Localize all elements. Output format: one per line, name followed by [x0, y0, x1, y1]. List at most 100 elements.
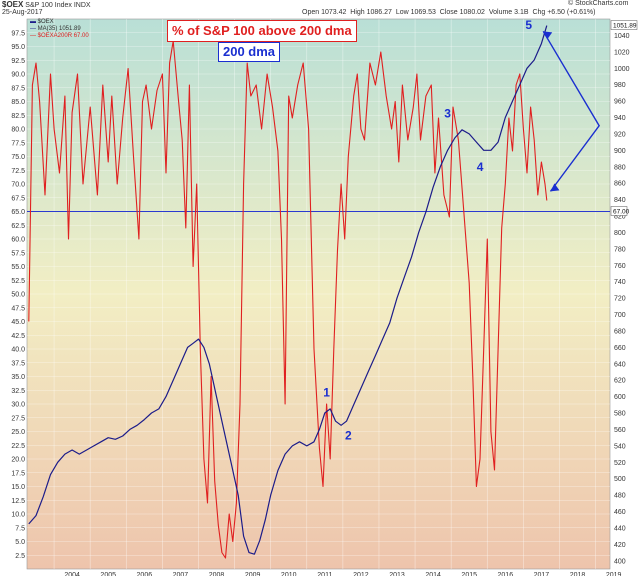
right-tick-label: 400 [614, 558, 626, 565]
ma-series-line [28, 25, 548, 555]
right-tick-label: 580 [614, 411, 626, 418]
wave-label-1: 1 [323, 386, 330, 400]
right-tick-label: 920 [614, 131, 626, 138]
left-tick-label: 5.0 [15, 539, 25, 546]
x-tick-label: 2005 [100, 572, 116, 576]
header-symbol: $OEX [2, 0, 24, 9]
right-tick-label: 460 [614, 509, 626, 516]
ma-value-tag [610, 20, 638, 30]
left-tick-label: 37.5 [11, 360, 25, 367]
left-tick-label: 2.5 [15, 553, 25, 560]
breadth-value-text: 67.00 [613, 209, 630, 216]
right-tick-label: 940 [614, 115, 626, 122]
right-tick-label: 700 [614, 312, 626, 319]
right-tick-label: 1000 [614, 66, 630, 73]
right-tick-label: 760 [614, 263, 626, 270]
left-tick-label: 75.0 [11, 154, 25, 161]
right-tick-label: 840 [614, 197, 626, 204]
x-tick-label: 2018 [570, 572, 586, 576]
wave-label-2: 2 [345, 428, 352, 442]
header-open: Open 1073.42 [302, 9, 347, 16]
left-tick-label: 7.5 [15, 525, 25, 532]
right-tick-label: 720 [614, 296, 626, 303]
left-tick-label: 67.5 [11, 195, 25, 202]
right-tick-label: 1040 [614, 33, 630, 40]
header-low: Low 1069.53 [395, 9, 436, 16]
header-index-name: S&P 100 Index [25, 2, 72, 9]
right-tick-label: 800 [614, 230, 626, 237]
right-tick-label: 960 [614, 99, 626, 106]
grid [27, 19, 610, 569]
left-tick-label: 82.5 [11, 113, 25, 120]
x-tick-label: 2007 [173, 572, 189, 576]
legend-item-oex: ▬ $OEX [30, 19, 54, 25]
header-high: High 1086.27 [350, 9, 392, 16]
header-volume: Volume 3.1B [488, 9, 529, 16]
legend: ▬ $OEX — MA(35) 1051.89 — $OEXA200R 67.0… [30, 19, 89, 40]
x-tick-label: 2008 [209, 572, 225, 576]
left-tick-label: 70.0 [11, 182, 25, 189]
right-tick-label: 420 [614, 542, 626, 549]
wave-label-3: 3 [444, 107, 451, 121]
x-tick-label: 2016 [498, 572, 514, 576]
x-tick-label: 2006 [137, 572, 153, 576]
left-tick-label: 92.5 [11, 58, 25, 65]
right-tick-label: 740 [614, 279, 626, 286]
x-tick-label: 2019 [606, 572, 622, 576]
right-tick-label: 1020 [614, 49, 630, 56]
right-tick-label: 560 [614, 427, 626, 434]
left-tick-label: 30.0 [11, 402, 25, 409]
left-tick-label: 95.0 [11, 44, 25, 51]
left-tick-label: 42.5 [11, 333, 25, 340]
right-tick-label: 820 [614, 214, 626, 221]
left-tick-label: 87.5 [11, 85, 25, 92]
x-tick-label: 2009 [245, 572, 261, 576]
left-tick-label: 62.5 [11, 223, 25, 230]
left-tick-label: 90.0 [11, 72, 25, 79]
watermark: © StockCharts.com [568, 0, 629, 7]
series-layer [27, 25, 610, 559]
header-date: 25-Aug-2017 [2, 9, 43, 16]
legend-item-ma: — MA(35) 1051.89 [30, 26, 81, 32]
right-tick-label: 600 [614, 394, 626, 401]
breadth-series-line [28, 40, 548, 559]
right-tick-label: 540 [614, 443, 626, 450]
arrowhead-bottom [550, 183, 560, 192]
right-tick-label: 780 [614, 246, 626, 253]
left-tick-label: 22.5 [11, 443, 25, 450]
arrowhead-top [543, 31, 553, 40]
ma-value-text: 1051.89 [613, 23, 637, 30]
left-tick-label: 40.0 [11, 347, 25, 354]
left-tick-label: 27.5 [11, 415, 25, 422]
header-close: Close 1080.02 [439, 9, 485, 16]
left-tick-label: 65.0 [11, 209, 25, 216]
header-ohlc: Open 1073.42 High 1086.27 Low 1069.53 Cl… [302, 9, 595, 16]
x-tick-label: 2010 [281, 572, 297, 576]
left-tick-label: 10.0 [11, 512, 25, 519]
right-tick-label: 860 [614, 181, 626, 188]
left-tick-label: 32.5 [11, 388, 25, 395]
right-tick-label: 660 [614, 345, 626, 352]
left-tick-label: 72.5 [11, 168, 25, 175]
projection-arrow [542, 30, 601, 192]
left-tick-label: 50.0 [11, 292, 25, 299]
x-tick-label: 2017 [534, 572, 550, 576]
header-exchange: INDX [73, 2, 91, 9]
x-tick-label: 2013 [389, 572, 405, 576]
right-tick-label: 880 [614, 164, 626, 171]
left-tick-label: 77.5 [11, 140, 25, 147]
left-tick-label: 85.0 [11, 99, 25, 106]
right-tick-label: 620 [614, 378, 626, 385]
header-change: Chg +6.50 (+0.61%) [532, 9, 596, 16]
right-tick-label: 520 [614, 460, 626, 467]
left-tick-label: 97.5 [11, 30, 25, 37]
left-tick-label: 55.0 [11, 264, 25, 271]
left-tick-label: 17.5 [11, 470, 25, 477]
left-tick-label: 15.0 [11, 484, 25, 491]
x-tick-label: 2015 [461, 572, 477, 576]
x-tick-label: 2004 [64, 572, 80, 576]
breadth-value-tag [610, 206, 628, 216]
left-tick-label: 57.5 [11, 250, 25, 257]
x-tick-label: 2014 [425, 572, 441, 576]
